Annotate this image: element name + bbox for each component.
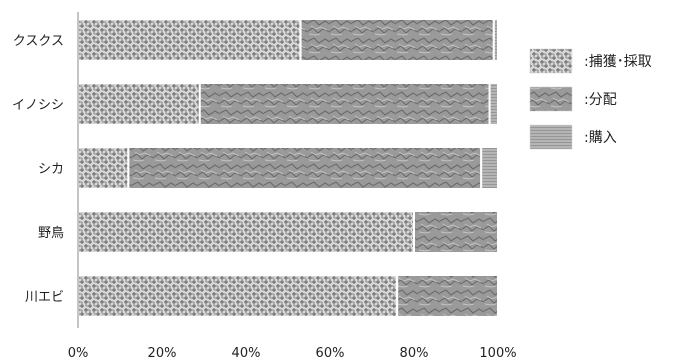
x-tick-label: 40% bbox=[232, 346, 261, 361]
category-label: シカ bbox=[38, 162, 64, 177]
bar-segment-weave bbox=[77, 146, 130, 190]
category-label: イノシシ bbox=[12, 98, 64, 113]
x-tick-labels: 0% 20% 40% 60% 80% 100% bbox=[68, 346, 517, 361]
category-label: クスクス bbox=[13, 34, 64, 49]
bar-segment-crumpled bbox=[299, 18, 495, 62]
legend-swatch-crumpled bbox=[529, 86, 573, 112]
legend-swatch-brushed bbox=[529, 124, 573, 150]
bar-segment-brushed bbox=[492, 18, 499, 62]
bar-segment-brushed bbox=[480, 146, 500, 190]
legend: :捕獲･採取 :分配 :購入 bbox=[529, 48, 652, 150]
bar-segment-weave bbox=[77, 82, 201, 126]
legend-label: :分配 bbox=[584, 92, 617, 108]
bar-segment-crumpled bbox=[396, 274, 500, 318]
bar-segments bbox=[77, 18, 500, 318]
x-tick-label: 0% bbox=[68, 346, 89, 361]
bar-segment-brushed bbox=[488, 82, 500, 126]
category-label: 川エビ bbox=[25, 290, 64, 305]
x-tick-label: 100% bbox=[479, 346, 516, 361]
legend-label: :捕獲･採取 bbox=[584, 54, 652, 70]
bar-segment-crumpled bbox=[413, 210, 499, 254]
category-label: 野鳥 bbox=[38, 226, 64, 241]
x-tick-label: 20% bbox=[148, 346, 177, 361]
x-tick-label: 60% bbox=[316, 346, 345, 361]
bar-segment-weave bbox=[77, 210, 415, 254]
bar-segment-crumpled bbox=[127, 146, 483, 190]
bar-segment-crumpled bbox=[198, 82, 491, 126]
legend-label: :購入 bbox=[584, 130, 617, 146]
bar-segment-weave bbox=[77, 274, 399, 318]
x-tick-label: 80% bbox=[400, 346, 429, 361]
bar-segment-weave bbox=[77, 18, 302, 62]
legend-swatch-weave bbox=[529, 48, 573, 74]
